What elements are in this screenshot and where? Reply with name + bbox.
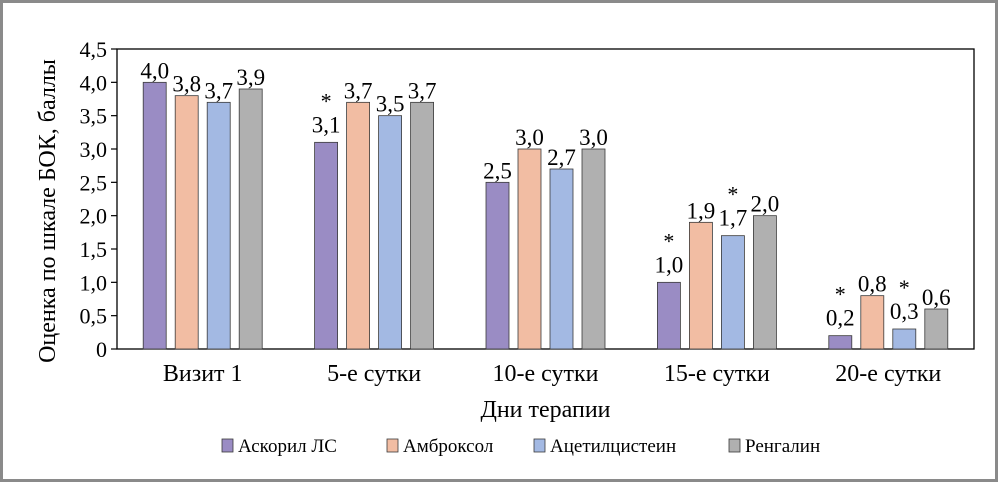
legend-swatch (533, 438, 546, 453)
bar (753, 215, 777, 350)
significance-star: * (835, 282, 846, 307)
data-label: 0,2 (826, 306, 855, 331)
data-label: 0,3 (890, 299, 919, 324)
legend-label: Ацетилцистеин (550, 436, 676, 457)
legend-swatch (221, 438, 234, 453)
y-tick-label: 3,5 (80, 104, 108, 129)
y-tick-label: 3,0 (80, 137, 108, 162)
x-category-label: 20-е сутки (835, 361, 941, 387)
significance-star: * (899, 275, 910, 300)
bar (860, 295, 885, 350)
y-tick-label: 1,0 (80, 270, 108, 295)
data-label: 3,1 (312, 112, 341, 137)
legend-label: Амброксол (403, 436, 494, 457)
data-label: 3,9 (236, 65, 265, 90)
y-tick-label: 2,0 (80, 204, 108, 229)
bar (924, 308, 949, 350)
data-label: 3,5 (376, 92, 405, 117)
y-tick-label: 1,5 (80, 237, 108, 262)
bar (206, 101, 231, 350)
legend-swatch (728, 438, 741, 453)
data-label: 3,7 (204, 78, 233, 103)
data-label: 4,0 (140, 58, 169, 83)
y-tick-label: 4,5 (80, 37, 108, 62)
data-label: 1,9 (687, 198, 716, 223)
x-axis-title: Дни терапии (480, 397, 610, 423)
data-label: 3,8 (172, 72, 201, 97)
bar (142, 81, 167, 350)
bar (549, 168, 574, 350)
y-tick-label: 0 (96, 337, 107, 362)
data-label: 3,0 (579, 125, 608, 150)
x-category-label: 15-е сутки (664, 361, 770, 387)
legend-label: Ренгалин (745, 436, 820, 457)
bar (410, 101, 435, 350)
bar (657, 281, 681, 350)
data-label: 1,0 (655, 252, 684, 277)
bar (378, 115, 403, 350)
bar (581, 148, 606, 350)
bar (238, 88, 263, 350)
bar (346, 101, 371, 350)
legend-label: Аскорил ЛС (238, 436, 337, 457)
bar (314, 141, 339, 350)
significance-star: * (663, 228, 674, 253)
plot-frame (116, 48, 975, 350)
data-label: 2,0 (751, 192, 780, 217)
data-label: 3,7 (344, 78, 373, 103)
bar (689, 221, 713, 350)
y-tick-label: 2,5 (80, 170, 108, 195)
data-label: 2,7 (547, 145, 576, 170)
data-label: 2,5 (483, 158, 512, 183)
data-label: 3,7 (408, 78, 437, 103)
data-label: 0,8 (858, 272, 887, 297)
bar (828, 335, 853, 350)
x-category-label: Визит 1 (163, 361, 243, 387)
bar (517, 148, 542, 350)
bar (892, 328, 917, 350)
x-category-label: 10-е сутки (493, 361, 599, 387)
data-label: 3,0 (515, 125, 544, 150)
bar (485, 181, 510, 350)
bar (721, 235, 745, 350)
significance-star: * (727, 182, 738, 207)
bar (174, 95, 199, 350)
data-label: 1,7 (719, 206, 748, 231)
y-tick-label: 4,0 (80, 70, 108, 95)
significance-star: * (321, 88, 332, 113)
x-category-label: 5-е сутки (327, 361, 421, 387)
data-label: 0,6 (922, 285, 951, 310)
y-tick-label: 0,5 (80, 304, 108, 329)
y-axis-title: Оценка по шкале БОК, баллы (35, 59, 61, 363)
legend-swatch (386, 438, 399, 453)
